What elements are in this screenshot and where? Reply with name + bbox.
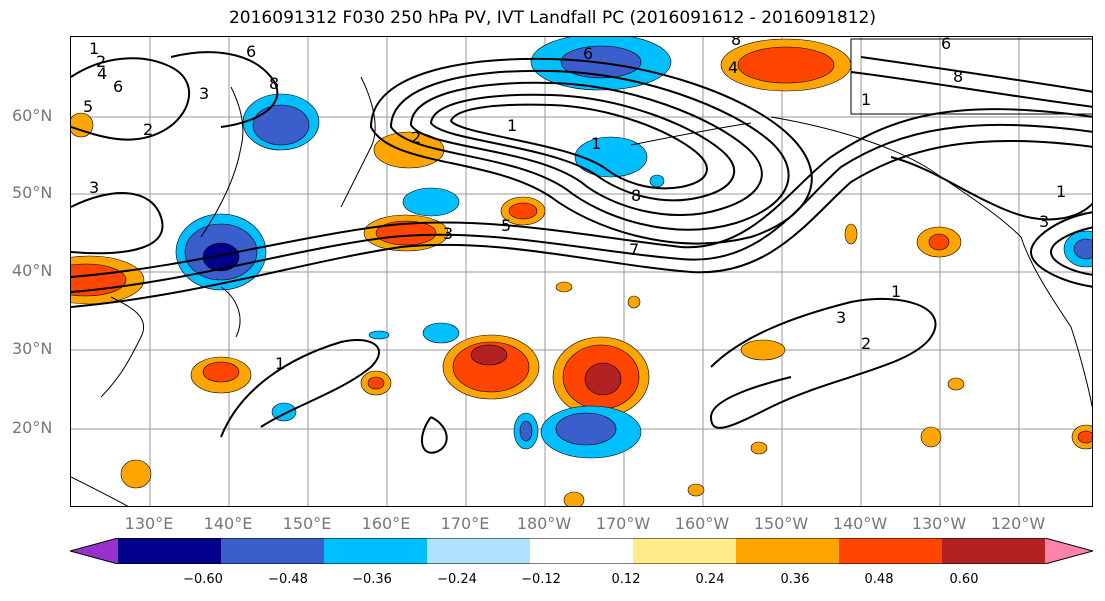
contour-label: 8 <box>631 186 641 205</box>
contour-label: 1 <box>89 39 99 58</box>
colorbar-tick-label: 0.60 <box>949 572 979 587</box>
contour-label: 3 <box>89 178 99 197</box>
contour-label: 1 <box>507 116 517 135</box>
contour-label: 8 <box>953 67 963 86</box>
colorbar-tick-label: −0.12 <box>521 572 561 587</box>
colorbar-segment <box>70 538 118 564</box>
boundary-box <box>850 38 1092 115</box>
colorbar-tick-label: 0.36 <box>780 572 810 587</box>
contour-label: 2 <box>96 52 106 71</box>
lon-label: 130°E <box>124 514 174 533</box>
colorbar-tick-label: 0.12 <box>611 572 641 587</box>
contour-label: 7 <box>629 240 639 259</box>
map-canvas: 1 2 4 6 5 3 6 8 2 3 1 3 5 8 7 8 6 1 1 2 … <box>71 37 1092 506</box>
colorbar-tick-label: −0.60 <box>183 572 223 587</box>
lon-label: 160°E <box>361 514 411 533</box>
contour-label: 6 <box>941 37 951 53</box>
colorbar-segment <box>633 538 737 564</box>
colorbar-tick-label: −0.36 <box>352 572 392 587</box>
contour-label: 6 <box>246 42 256 61</box>
shaded-anomalies <box>71 37 1092 506</box>
contour-label: 3 <box>836 308 846 327</box>
colorbar-segment <box>942 538 1046 564</box>
contour-label: 4 <box>728 58 738 77</box>
colorbar-segment <box>1045 538 1093 564</box>
contour-label: 1 <box>1056 182 1066 201</box>
colorbar-tick-label: −0.48 <box>268 572 308 587</box>
colorbar-segment <box>427 538 531 564</box>
contour-label-group: 1 2 4 6 5 3 6 8 2 3 1 3 5 8 7 8 6 1 1 2 … <box>83 37 1066 373</box>
contour-label: 5 <box>501 216 511 235</box>
lon-label: 150°E <box>282 514 332 533</box>
colorbar-tick-label: 0.24 <box>695 572 725 587</box>
colorbar-segment <box>221 538 325 564</box>
colorbar-segment <box>324 538 428 564</box>
lon-label: 140°E <box>203 514 253 533</box>
contour-label: 3 <box>1039 212 1049 231</box>
pv-contours <box>71 51 1092 454</box>
contour-label: 3 <box>443 224 453 243</box>
lat-label: 40°N <box>12 261 53 280</box>
lat-label: 50°N <box>12 183 53 202</box>
lon-label: 140°W <box>832 514 888 533</box>
contour-label: 2 <box>143 120 153 139</box>
contour-label: 2 <box>411 128 421 147</box>
lon-label: 160°W <box>674 514 730 533</box>
contour-label: 8 <box>731 37 741 49</box>
contour-label: 1 <box>591 134 601 153</box>
contour-label: 3 <box>199 84 209 103</box>
lat-label: 60°N <box>12 106 53 125</box>
contour-label: 6 <box>583 44 593 63</box>
lon-label: 180°W <box>516 514 572 533</box>
contour-label: 8 <box>269 74 279 93</box>
contour-label: 1 <box>861 90 871 109</box>
contour-label: 1 <box>891 282 901 301</box>
colorbar <box>70 538 1093 564</box>
lat-label: 30°N <box>12 339 53 358</box>
contour-label: 6 <box>113 77 123 96</box>
lon-label: 120°W <box>990 514 1046 533</box>
lon-label: 170°E <box>440 514 490 533</box>
contour-label: 4 <box>97 64 107 83</box>
lon-label: 150°W <box>753 514 809 533</box>
lon-label: 130°W <box>911 514 967 533</box>
coastlines <box>71 76 1092 506</box>
lon-label: 170°W <box>595 514 651 533</box>
colorbar-segment <box>736 538 840 564</box>
colorbar-tick-label: −0.24 <box>437 572 477 587</box>
colorbar-segments <box>70 538 1093 564</box>
colorbar-segment <box>118 538 222 564</box>
colorbar-segment <box>839 538 943 564</box>
colorbar-segment <box>530 538 634 564</box>
map-panel: 1 2 4 6 5 3 6 8 2 3 1 3 5 8 7 8 6 1 1 2 … <box>70 36 1093 507</box>
contour-label: 2 <box>861 334 871 353</box>
contour-label: 1 <box>275 354 285 373</box>
map-title: 2016091312 F030 250 hPa PV, IVT Landfall… <box>228 8 876 28</box>
lat-label: 20°N <box>12 418 53 437</box>
contour-label: 5 <box>83 97 93 116</box>
colorbar-tick-label: 0.48 <box>864 572 894 587</box>
